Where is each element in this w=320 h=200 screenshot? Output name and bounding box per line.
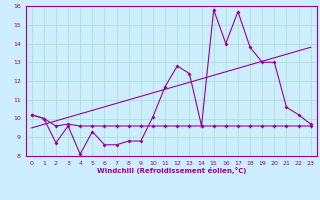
X-axis label: Windchill (Refroidissement éolien,°C): Windchill (Refroidissement éolien,°C) — [97, 167, 246, 174]
